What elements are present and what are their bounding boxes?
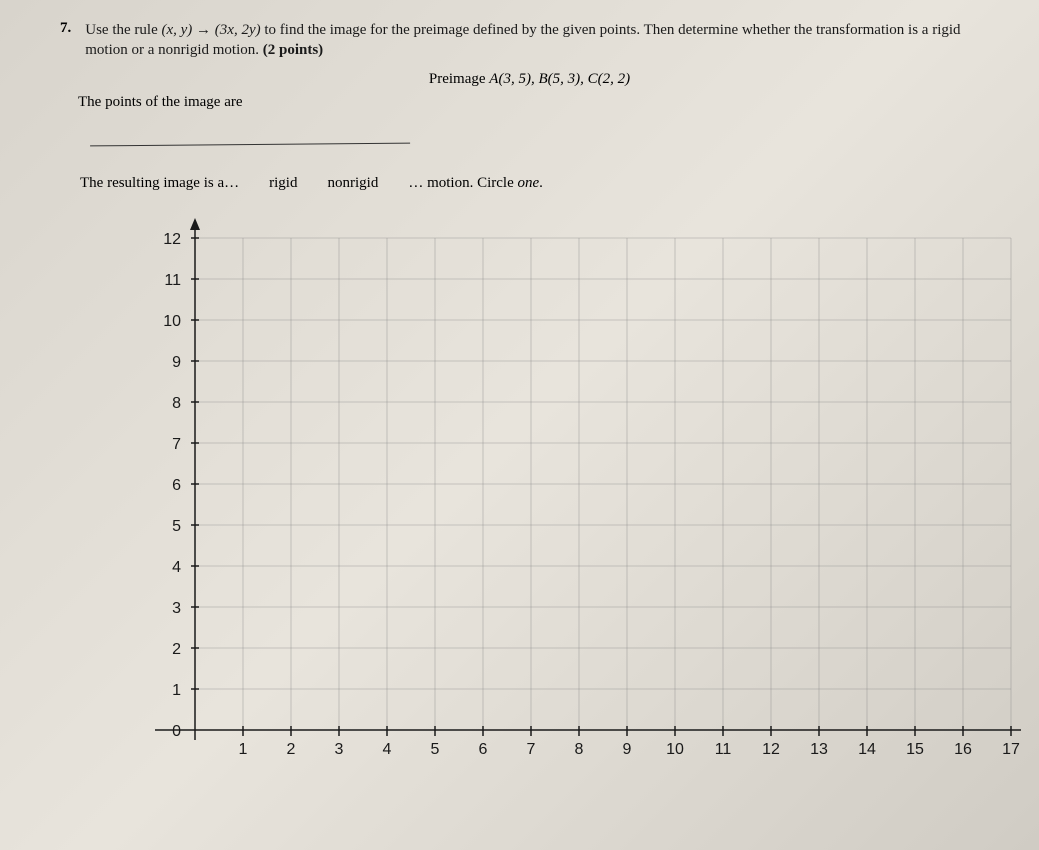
svg-text:16: 16 [954, 741, 972, 758]
result-prefix: The resulting image is a… [80, 175, 239, 192]
preimage-a: A(3, 5), [489, 71, 538, 87]
text-part-1: Use the rule [85, 22, 161, 38]
grid-svg: 0123456789101112123456789101112131415161… [110, 200, 1039, 780]
svg-text:14: 14 [858, 741, 876, 758]
svg-text:10: 10 [163, 313, 181, 330]
preimage-b: B(5, 3), [538, 71, 587, 87]
preimage-label: Preimage [429, 71, 489, 87]
svg-text:7: 7 [172, 436, 181, 453]
option-rigid: rigid [269, 175, 297, 192]
points-prompt: The points of the image are [78, 94, 999, 111]
preimage-c: C(2, 2) [588, 71, 631, 87]
svg-text:13: 13 [810, 741, 828, 758]
svg-text:11: 11 [164, 272, 181, 289]
result-line: The resulting image is a… rigid nonrigid… [80, 175, 999, 192]
svg-text:12: 12 [163, 231, 181, 248]
preimage-line: Preimage A(3, 5), B(5, 3), C(2, 2) [60, 71, 999, 88]
problem-header: 7. Use the rule (x, y) → (3x, 2y) to fin… [60, 20, 999, 61]
svg-text:6: 6 [479, 741, 488, 758]
svg-text:1: 1 [172, 682, 181, 699]
problem-number: 7. [60, 20, 71, 61]
svg-text:17: 17 [1002, 741, 1020, 758]
svg-text:3: 3 [172, 600, 181, 617]
svg-text:6: 6 [172, 477, 181, 494]
svg-text:1: 1 [239, 741, 248, 758]
problem-text: Use the rule (x, y) → (3x, 2y) to find t… [85, 20, 999, 61]
option-nonrigid: nonrigid [327, 175, 378, 192]
rule-right: (3x, 2y) [215, 22, 261, 38]
answer-blank-line [90, 121, 410, 146]
svg-text:2: 2 [172, 641, 181, 658]
points-label: (2 points) [263, 42, 323, 58]
svg-text:8: 8 [172, 395, 181, 412]
result-suffix: … motion. Circle one. [408, 175, 543, 192]
svg-text:9: 9 [623, 741, 632, 758]
svg-text:4: 4 [172, 559, 181, 576]
svg-text:12: 12 [762, 741, 780, 758]
svg-text:7: 7 [527, 741, 536, 758]
svg-text:5: 5 [431, 741, 440, 758]
svg-text:10: 10 [666, 741, 684, 758]
coordinate-grid: 0123456789101112123456789101112131415161… [110, 200, 1010, 780]
svg-text:8: 8 [575, 741, 584, 758]
svg-text:5: 5 [172, 518, 181, 535]
svg-text:4: 4 [383, 741, 392, 758]
rule-left: (x, y) [161, 22, 192, 38]
rule-arrow: → [192, 22, 215, 38]
svg-text:0: 0 [172, 723, 181, 740]
svg-text:11: 11 [715, 741, 732, 758]
svg-text:9: 9 [172, 354, 181, 371]
svg-text:3: 3 [335, 741, 344, 758]
svg-text:2: 2 [287, 741, 296, 758]
svg-text:15: 15 [906, 741, 924, 758]
